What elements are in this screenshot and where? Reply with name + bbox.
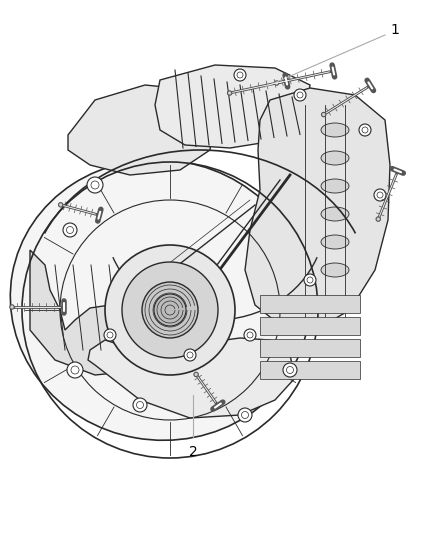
Circle shape [63,223,77,237]
Circle shape [105,245,235,375]
Ellipse shape [321,179,349,193]
Circle shape [87,177,103,193]
Polygon shape [245,88,390,330]
Circle shape [227,91,232,95]
Circle shape [122,262,218,358]
Circle shape [359,124,371,136]
Circle shape [294,89,306,101]
Ellipse shape [321,235,349,249]
Circle shape [234,69,246,81]
Circle shape [104,329,116,341]
Circle shape [376,217,381,221]
Circle shape [238,408,252,422]
Polygon shape [68,85,215,175]
FancyBboxPatch shape [260,361,360,379]
Circle shape [10,305,14,309]
Circle shape [194,372,198,377]
Polygon shape [155,65,310,148]
FancyBboxPatch shape [260,295,360,313]
Circle shape [133,398,147,412]
FancyBboxPatch shape [260,339,360,357]
Text: 2: 2 [189,445,198,459]
Circle shape [321,112,326,117]
Circle shape [154,294,186,326]
Circle shape [275,81,279,85]
Ellipse shape [321,207,349,221]
Circle shape [304,274,316,286]
Circle shape [283,363,297,377]
Circle shape [374,189,386,201]
Circle shape [142,282,198,338]
FancyBboxPatch shape [260,317,360,335]
Polygon shape [88,338,295,418]
Circle shape [67,362,83,378]
Text: 1: 1 [390,23,399,37]
Circle shape [244,329,256,341]
Circle shape [184,349,196,361]
Ellipse shape [321,263,349,277]
Ellipse shape [321,123,349,137]
Circle shape [59,203,63,207]
Polygon shape [30,250,150,375]
Ellipse shape [321,151,349,165]
Ellipse shape [10,160,310,440]
